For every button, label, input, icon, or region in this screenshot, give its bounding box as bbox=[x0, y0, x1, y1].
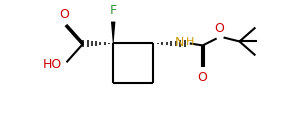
Text: O: O bbox=[198, 71, 208, 84]
Text: O: O bbox=[215, 22, 224, 36]
Text: F: F bbox=[110, 4, 117, 17]
Polygon shape bbox=[111, 22, 115, 43]
Text: H: H bbox=[186, 37, 194, 47]
Text: HO: HO bbox=[43, 58, 62, 71]
Text: O: O bbox=[59, 8, 69, 21]
Text: N: N bbox=[174, 36, 184, 49]
